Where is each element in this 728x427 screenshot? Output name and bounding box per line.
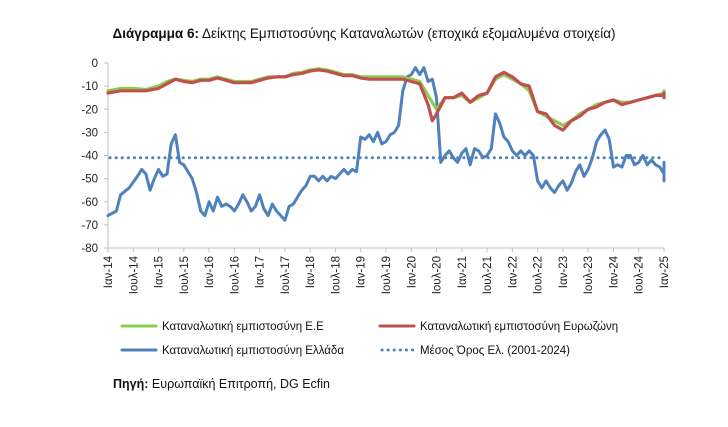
x-tick-label: Ιαν-21: [457, 256, 469, 288]
x-tick-label: Ιουλ-19: [381, 256, 393, 294]
x-tick-label: Ιαν-22: [507, 256, 519, 288]
y-tick-label: -70: [81, 220, 98, 232]
y-tick-label: -50: [81, 174, 98, 186]
x-tick-label: Ιουλ-23: [583, 256, 595, 294]
x-tick-label: Ιαν-15: [154, 256, 166, 288]
source-note: Πηγή: Ευρωπαϊκή Επιτροπή, DG Ecfin: [113, 377, 330, 391]
x-tick-label: Ιαν-25: [659, 256, 671, 288]
legend-label-0: Καταναλωτική εμπιστοσύνη Ε.Ε: [162, 321, 324, 333]
legend: Καταναλωτική εμπιστοσύνη Ε.Ε Καταναλωτική…: [120, 321, 618, 357]
x-tick-label: Ιουλ-24: [634, 255, 646, 294]
x-tick-label: Ιουλ-15: [179, 256, 191, 294]
y-tick-label: -80: [81, 243, 98, 255]
source-label: Πηγή:: [113, 377, 149, 391]
y-tick-label: -10: [81, 81, 98, 93]
chart-title-text: Δείκτης Εμπιστοσύνης Καταναλωτών (εποχικ…: [201, 26, 616, 41]
x-tick-label: Ιαν-18: [305, 256, 317, 288]
x-tick-label: Ιαν-14: [103, 255, 115, 288]
x-tick-label: Ιουλ-14: [128, 255, 140, 294]
x-tick-label: Ιουλ-18: [330, 256, 342, 294]
x-tick-label: Ιαν-19: [356, 256, 368, 288]
y-tick-label: -30: [81, 127, 98, 139]
legend-label-2: Καταναλωτική εμπιστοσύνη Ελλάδα: [162, 345, 344, 357]
x-tick-label: Ιαν-24: [608, 255, 620, 288]
y-tick-label: -60: [81, 197, 98, 209]
x-tick-label: Ιαν-20: [406, 256, 418, 288]
x-tick-label: Ιουλ-16: [229, 256, 241, 294]
chart-title-label: Διάγραμμα 6:: [112, 26, 199, 41]
series-line-1: [106, 68, 666, 132]
y-axis: 0 -10 -20 -30 -40 -50 -60 -70 -80: [81, 58, 109, 255]
x-tick-label: Ιουλ-22: [533, 256, 545, 294]
y-tick-label: 0: [92, 58, 98, 70]
chart-title: Διάγραμμα 6: Δείκτης Εμπιστοσύνης Κατανα…: [0, 26, 728, 41]
legend-label-1: Καταναλωτική εμπιστοσύνη Ευρωζώνη: [420, 321, 618, 333]
y-tick-label: -20: [81, 104, 98, 116]
x-tick-label: Ιαν-17: [255, 256, 267, 288]
series-line-2: [106, 66, 666, 222]
legend-label-3: Μέσος Όρος Ελ. (2001-2024): [420, 345, 570, 357]
x-tick-label: Ιαν-23: [558, 256, 570, 288]
x-tick-label: Ιουλ-20: [432, 256, 444, 294]
source-text: Ευρωπαϊκή Επιτροπή, DG Ecfin: [151, 377, 330, 391]
x-tick-label: Ιουλ-21: [482, 256, 494, 294]
series-lines: [106, 66, 666, 222]
y-tick-label: -40: [81, 151, 98, 163]
x-axis: Ιαν-14 Ιουλ-14 Ιαν-15 Ιουλ-15 Ιαν-16 Ιουλ-16 Ι…: [103, 247, 671, 294]
x-tick-label: Ιουλ-17: [280, 256, 292, 294]
x-tick-label: Ιαν-16: [204, 256, 216, 288]
